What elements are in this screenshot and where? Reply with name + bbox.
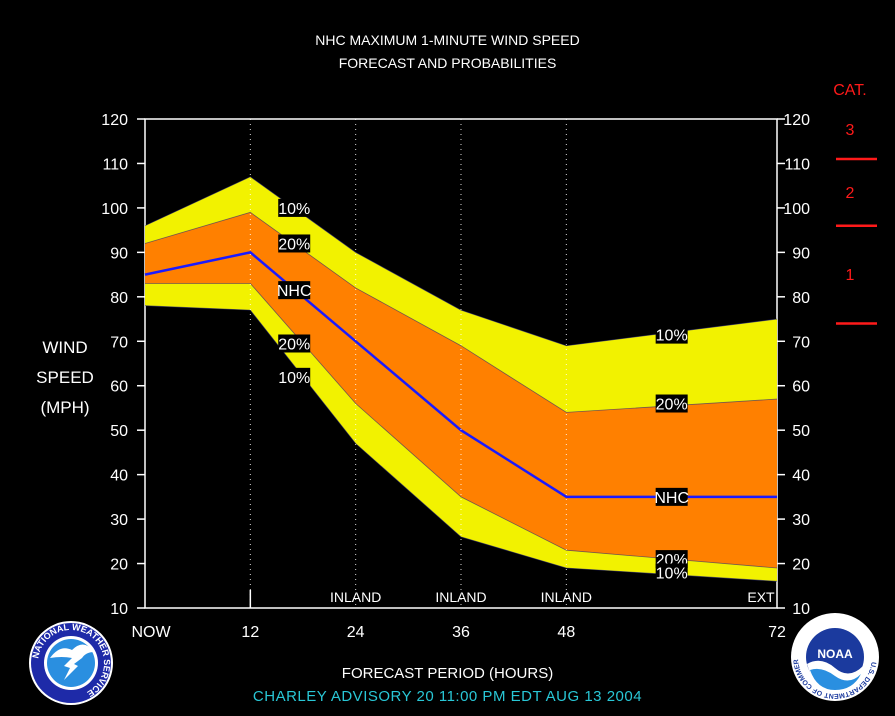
noaa-logo-label: NOAA <box>817 647 853 661</box>
y-tick-label-right: 90 <box>792 245 810 262</box>
band-label-box <box>655 487 688 506</box>
band-label: 20% <box>656 397 688 414</box>
x-axis-title: FORECAST PERIOD (HOURS) <box>341 665 554 682</box>
category-label-3: 3 <box>845 122 855 139</box>
y-tick-label-left: 110 <box>102 156 128 173</box>
advisory-line: CHARLEY ADVISORY 20 11:00 PM EDT AUG 13 … <box>252 688 643 705</box>
band-label-box <box>655 563 688 582</box>
x-tick-label: NOW <box>131 624 171 641</box>
y-tick-label-left: 70 <box>110 334 128 351</box>
band-label: NHC <box>654 490 689 507</box>
x-tick-label: 48 <box>557 624 575 641</box>
band-label: 20% <box>278 236 310 253</box>
chart-title-line1: NHC MAXIMUM 1-MINUTE WIND SPEED <box>315 32 580 48</box>
y-tick-label-left: 80 <box>110 290 128 307</box>
band-label: NHC <box>277 283 312 300</box>
y-tick-label-right: 10 <box>792 601 810 618</box>
noaa-logo-icon: NOAA U.S. DEPARTMENT OF COMMERCE <box>787 607 879 701</box>
y-tick-label-right: 20 <box>792 557 810 574</box>
series-edge-upper-20 <box>144 211 778 413</box>
inland-label: EXT <box>747 589 775 605</box>
inland-label: INLAND <box>330 589 381 605</box>
band-label: 10% <box>278 370 310 387</box>
y-tick-label-left: 50 <box>110 423 128 440</box>
nws-logo: NATIONAL WEATHER SERVICE <box>28 620 114 706</box>
y-tick-label-right: 60 <box>792 379 810 396</box>
inland-label: INLAND <box>435 589 486 605</box>
y-tick-label-left: 90 <box>110 245 128 262</box>
y-tick-label-right: 70 <box>792 334 810 351</box>
band-label-box <box>278 334 311 353</box>
y-tick-label-right: 40 <box>792 468 810 485</box>
band-label-box <box>278 367 311 386</box>
noaa-logo: NOAA U.S. DEPARTMENT OF COMMERCE <box>787 607 880 702</box>
nws-logo-icon: NATIONAL WEATHER SERVICE <box>29 621 113 705</box>
series-edge-lower-10 <box>144 305 778 582</box>
band-20-percent <box>145 212 777 568</box>
y-axis-label-line1: WIND <box>42 338 88 357</box>
y-tick-label-left: 20 <box>110 557 128 574</box>
x-tick-label: 36 <box>452 624 470 641</box>
category-title: CAT. <box>833 82 867 99</box>
y-tick-label-left: 60 <box>110 379 128 396</box>
y-tick-label-left: 100 <box>101 201 128 218</box>
series-edge-lower-20 <box>145 283 778 569</box>
category-label-2: 2 <box>845 185 855 202</box>
y-tick-label-left: 10 <box>110 601 128 618</box>
series-edge-upper-10 <box>144 176 778 347</box>
y-tick-label-right: 120 <box>783 112 810 129</box>
band-label: 20% <box>278 336 310 353</box>
band-label: 10% <box>656 565 688 582</box>
x-tick-label: 12 <box>241 624 259 641</box>
y-tick-label-right: 80 <box>792 290 810 307</box>
band-label: 10% <box>656 328 688 345</box>
band-label: 10% <box>278 201 310 218</box>
band-label-box <box>655 325 688 344</box>
band-label-box <box>278 281 311 300</box>
series-line-nhc-forecast <box>144 251 777 499</box>
y-tick-label-left: 40 <box>110 468 128 485</box>
band-label-box <box>655 394 688 413</box>
y-tick-label-right: 110 <box>784 156 810 173</box>
y-axis-label-line3: (MPH) <box>40 398 90 417</box>
y-tick-label-right: 100 <box>783 201 810 218</box>
chart-title-line2: FORECAST AND PROBABILITIES <box>338 55 557 71</box>
category-label-1: 1 <box>845 267 855 284</box>
band-label-box <box>278 234 311 253</box>
x-tick-label: 72 <box>768 624 786 641</box>
y-tick-label-left: 120 <box>101 112 128 129</box>
y-axis-label-line2: SPEED <box>36 368 94 387</box>
y-tick-label-right: 30 <box>792 512 810 529</box>
y-tick-label-left: 30 <box>110 512 128 529</box>
y-tick-label-right: 50 <box>792 423 810 440</box>
x-tick-label: 24 <box>347 624 365 641</box>
inland-label: INLAND <box>541 589 592 605</box>
band-label-box <box>278 198 311 217</box>
